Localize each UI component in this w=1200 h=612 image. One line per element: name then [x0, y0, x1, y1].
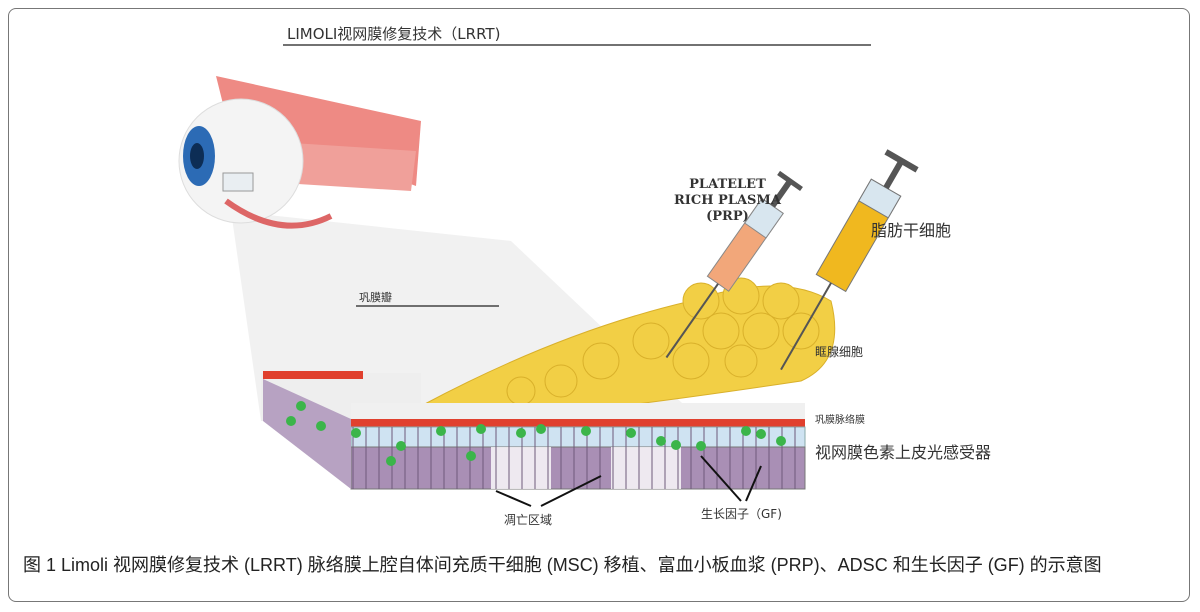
adsc-syringe [780, 149, 919, 371]
growth-factor-dot [396, 441, 406, 451]
growth-factor-dot [536, 424, 546, 434]
growth-factor-dot [286, 416, 296, 426]
fat-cells-cluster [420, 277, 836, 407]
adsc-label: 脂肪干细胞 [871, 221, 952, 240]
sclera-choroid-label: 巩膜脉络膜 [815, 415, 865, 426]
growth-factor-dot [296, 401, 306, 411]
growth-factor-dot [476, 424, 486, 434]
prp-label: PLATELET RICH PLASMA (PRP) [674, 177, 781, 225]
rpe-label: 视网膜色素上皮光感受器 [815, 443, 992, 462]
prp-label-line3: (PRP) [706, 209, 749, 224]
growth-factor-dots [286, 401, 786, 466]
growth-factor-dot [436, 426, 446, 436]
growth-factor-dot [516, 428, 526, 438]
figure-caption: 图 1 Limoli 视网膜修复技术 (LRRT) 脉络膜上腔自体间充质干细胞 … [23, 555, 1102, 575]
growth-factor-dot [741, 426, 751, 436]
figure-title: LIMOLI视网膜修复技术（LRRT) [287, 25, 501, 43]
growth-factor-dot [316, 421, 326, 431]
growth-factor-dot [351, 428, 361, 438]
figure-frame: LIMOLI视网膜修复技术（LRRT) PLATELET RICH PLASMA… [8, 8, 1190, 602]
growth-factor-dot [656, 436, 666, 446]
prp-label-line1: PLATELET [689, 177, 766, 192]
growth-factor-label: 生长因子（GF) [701, 507, 782, 521]
prp-label-line2: RICH PLASMA [674, 193, 781, 208]
lrrt-illustration [178, 44, 919, 507]
growth-factor-dot [671, 440, 681, 450]
apoptotic-area-label: 凋亡区域 [504, 513, 553, 527]
growth-factor-dot [696, 441, 706, 451]
growth-factor-dot [466, 451, 476, 461]
prp-syringe [665, 170, 803, 359]
pointer-arrows [495, 455, 762, 507]
growth-factor-dot [581, 426, 591, 436]
orbital-fat-label: 眶腺细胞 [815, 345, 864, 359]
scleral-flap-label: 巩膜瓣 [359, 291, 392, 304]
growth-factor-dot [776, 436, 786, 446]
growth-factor-dot [386, 456, 396, 466]
growth-factor-dot [756, 429, 766, 439]
growth-factor-dot [626, 428, 636, 438]
